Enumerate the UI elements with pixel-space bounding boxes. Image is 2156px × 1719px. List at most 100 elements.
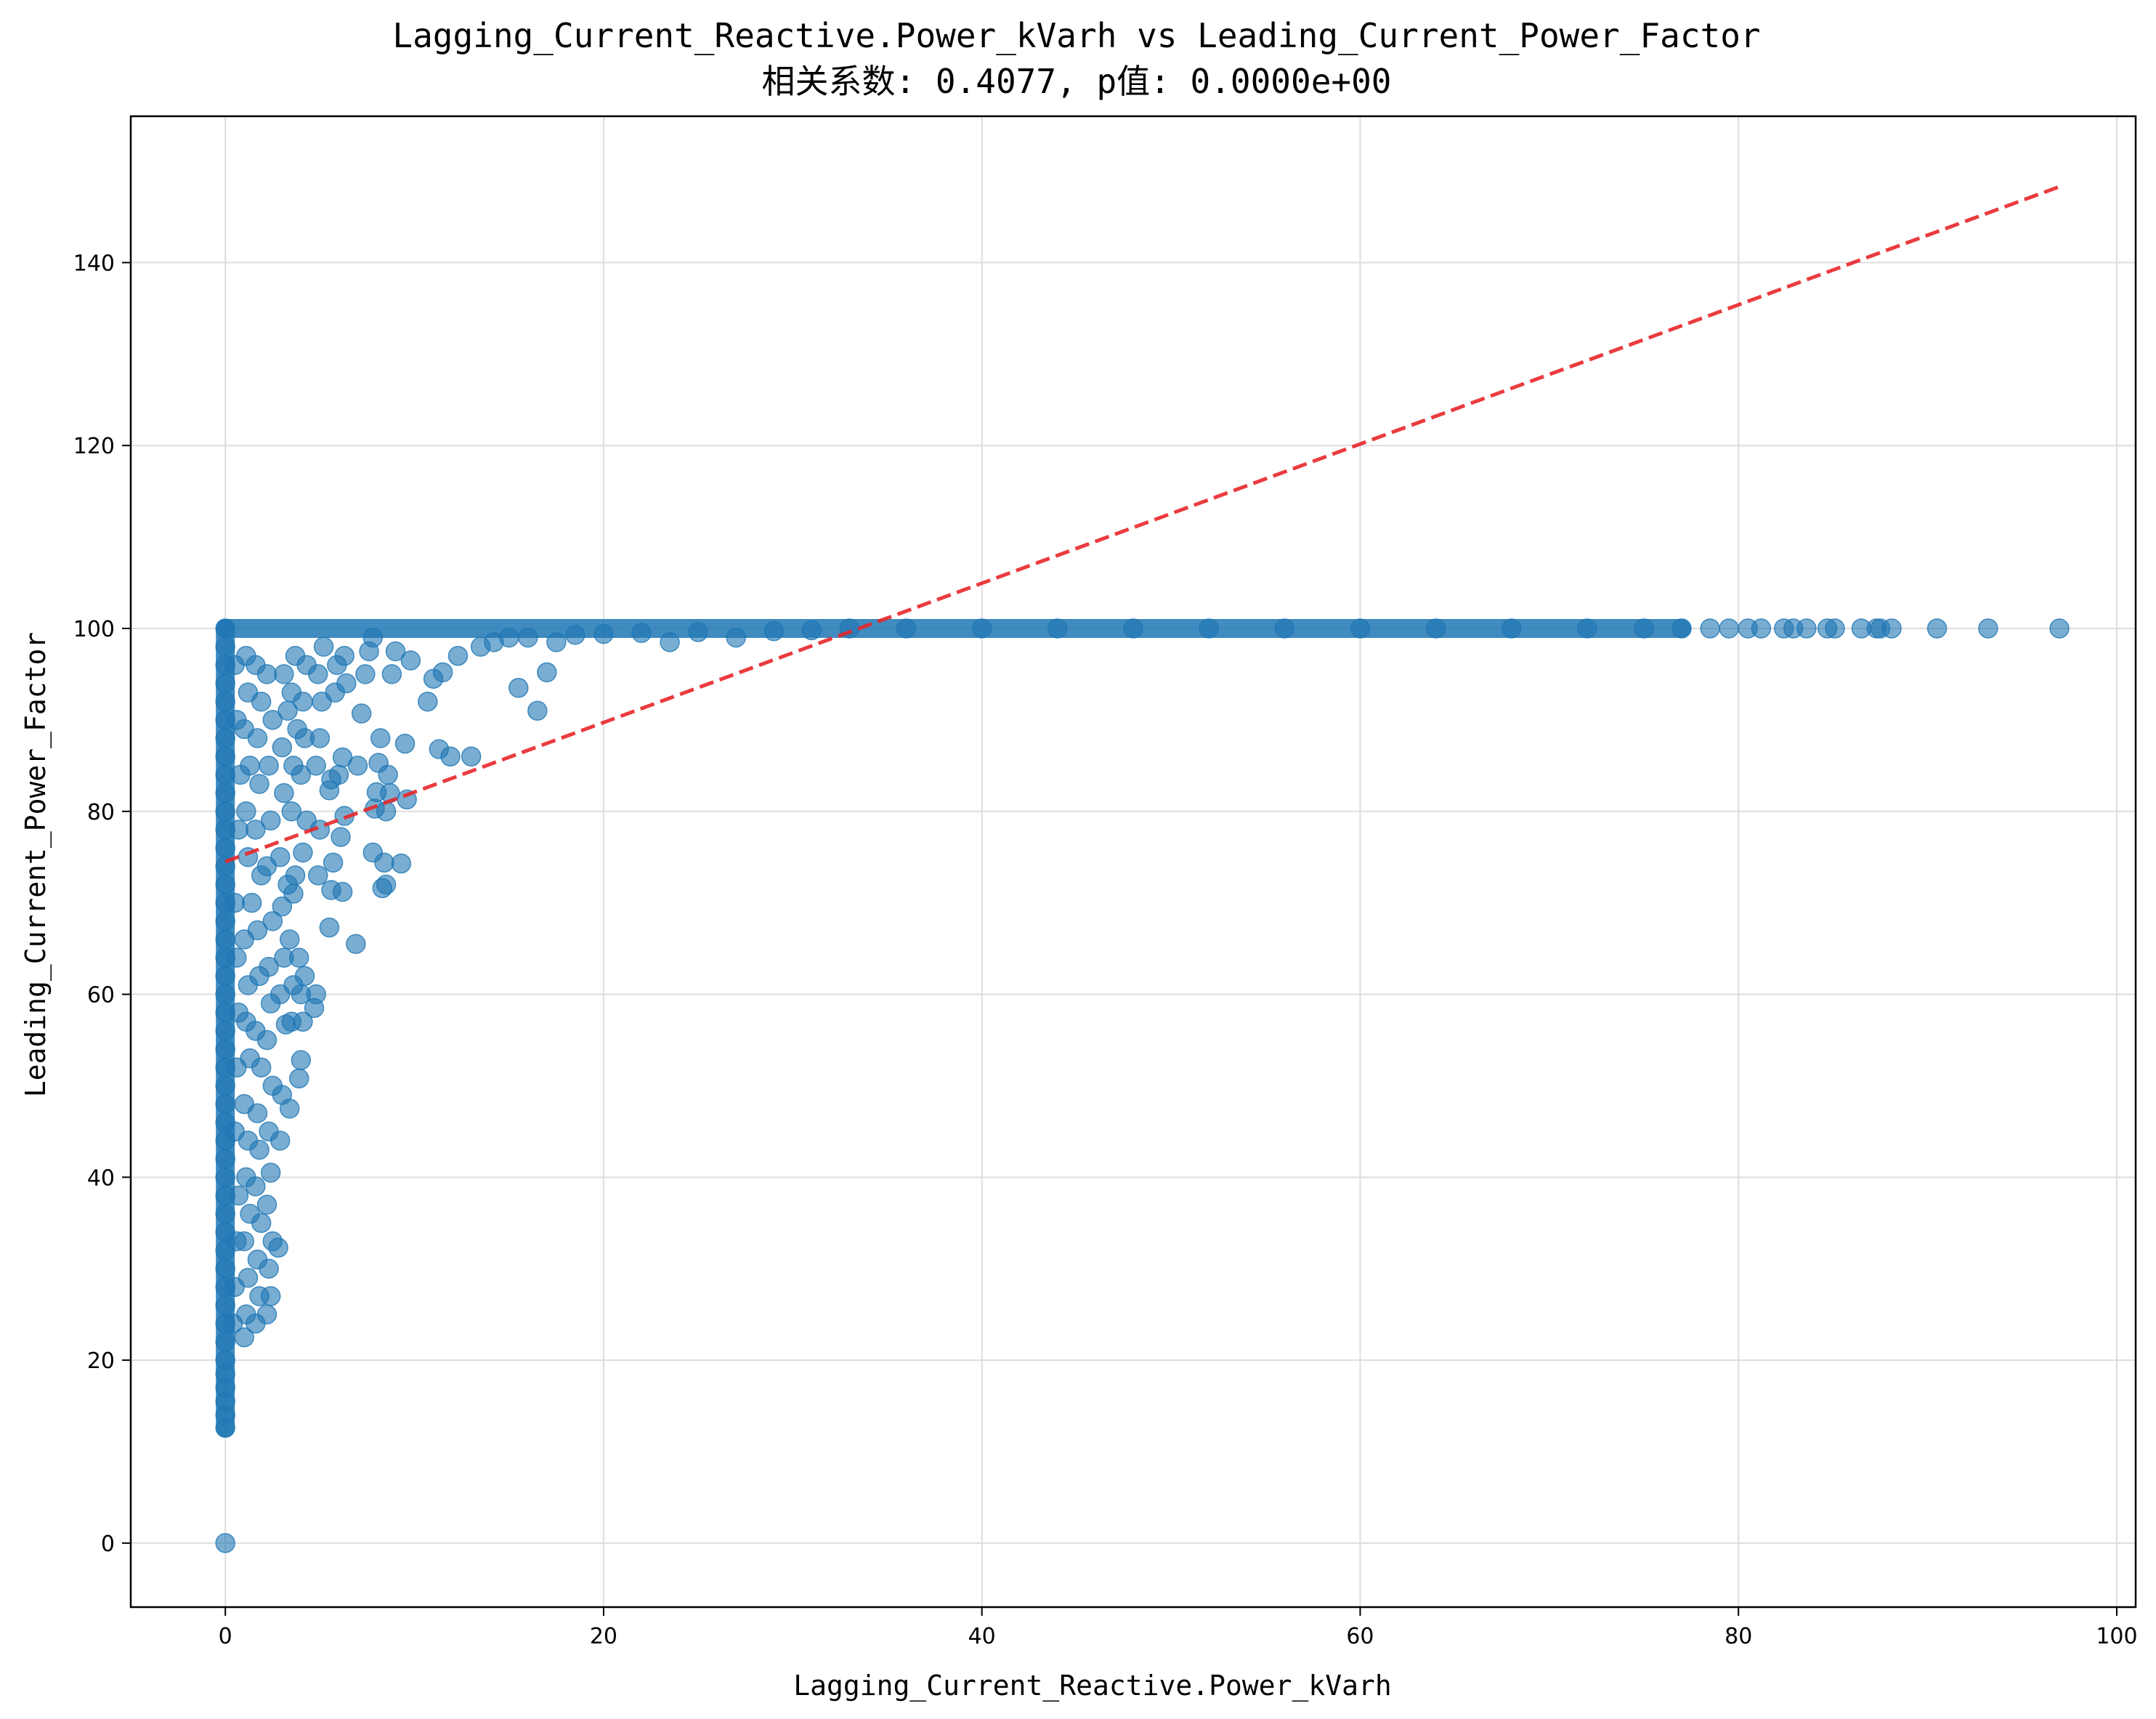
scatter-point [241, 892, 262, 913]
scatter-point [1825, 618, 1845, 639]
scatter-point [527, 700, 548, 721]
scatter-point [631, 623, 652, 644]
scatter-point [499, 627, 519, 648]
scatter-point [279, 1099, 300, 1119]
scatter-point [293, 691, 313, 712]
scatter-point [291, 764, 312, 785]
scatter-point [1577, 618, 1597, 639]
y-axis-label: Leading_Current_Power_Factor [20, 632, 52, 1098]
trend-layer [224, 185, 2060, 864]
scatter-point [896, 618, 917, 639]
scatter-point [215, 929, 235, 950]
y-tick-label: 20 [87, 1348, 115, 1374]
scatter-points [215, 618, 2070, 1553]
scatter-point [260, 1162, 281, 1183]
x-tick-label: 20 [590, 1624, 617, 1649]
scatter-point [537, 662, 557, 683]
scatter-point [313, 636, 334, 657]
scatter-point [1719, 618, 1739, 639]
x-tick-label: 100 [2096, 1624, 2137, 1649]
scatter-point [362, 627, 384, 648]
scatter-point [660, 632, 680, 652]
scatter-point [593, 623, 614, 644]
scatter-point [259, 1258, 279, 1279]
scatter-point [251, 1213, 272, 1234]
scatter-point [215, 1167, 235, 1188]
scatter-point [215, 1332, 235, 1352]
scatter-point [215, 984, 235, 1005]
y-tick-label: 40 [87, 1165, 115, 1191]
scatter-point [1978, 618, 1998, 639]
scatter-point [461, 746, 482, 767]
scatter-point [381, 664, 402, 684]
y-tick-label: 100 [73, 617, 115, 642]
scatter-point [376, 801, 397, 822]
scatter-point [215, 1039, 235, 1059]
x-tick-label: 0 [219, 1624, 232, 1649]
scatter-point [726, 627, 746, 648]
scatter-point [283, 883, 304, 904]
chart-title: Lagging_Current_Reactive.Power_kVarh vs … [392, 16, 1760, 55]
scatter-point [355, 664, 376, 684]
scatter-point [763, 621, 785, 642]
x-tick-label: 80 [1725, 1624, 1752, 1649]
trend-line [224, 185, 2060, 864]
scatter-point [249, 774, 270, 794]
scatter-point [256, 1030, 277, 1051]
scatter-point [272, 896, 293, 917]
scatter-point [215, 1075, 235, 1096]
scatter-point [1274, 618, 1295, 639]
x-tick-label: 60 [1346, 1624, 1374, 1649]
scatter-point [246, 1176, 266, 1197]
y-tick-label: 80 [87, 800, 115, 825]
scatter-point [256, 664, 277, 684]
scatter-point [288, 1068, 309, 1089]
scatter-point [215, 636, 235, 657]
scatter-point [215, 746, 235, 767]
scatter-point [215, 782, 235, 804]
scatter-point [1199, 618, 1219, 639]
scatter-point [1881, 618, 1902, 639]
scatter-point [1751, 618, 1772, 639]
scatter-point [1425, 618, 1446, 639]
scatter-point [281, 801, 302, 822]
chart-subtitle: 相关系数: 0.4077, p值: 0.0000e+00 [762, 62, 1392, 101]
scatter-point [215, 1021, 235, 1041]
scatter-point [801, 620, 822, 641]
scatter-point [215, 728, 235, 748]
scatter-point [336, 673, 357, 694]
scatter-point [262, 911, 283, 931]
scatter-point [1123, 618, 1143, 639]
scatter-point [262, 710, 283, 730]
plot-frame [129, 115, 2137, 1609]
scatter-point [378, 764, 398, 785]
scatter-point [308, 664, 328, 684]
scatter-point [256, 1304, 277, 1324]
scatter-point [270, 846, 291, 867]
scatter-point [215, 691, 235, 712]
scatter-point [306, 984, 326, 1005]
scatter-point [249, 1139, 270, 1160]
scatter-point [1350, 618, 1371, 639]
scatter-point [323, 852, 344, 873]
y-tick-label: 140 [73, 251, 115, 276]
scatter-point [331, 827, 351, 847]
scatter-point [279, 929, 300, 950]
scatter-point [347, 756, 368, 776]
scatter-point [240, 756, 260, 776]
scatter-point [508, 678, 529, 698]
scatter-point [1926, 618, 1948, 639]
x-axis-label: Lagging_Current_Reactive.Power_kVarh [793, 1670, 1392, 1702]
scatter-point [432, 662, 453, 683]
scatter-point [215, 801, 235, 822]
x-tick-label: 40 [968, 1624, 996, 1649]
scatter-point [247, 920, 268, 941]
scatter-point [260, 1286, 281, 1306]
scatter-point [236, 801, 256, 822]
scatter-point [391, 853, 412, 874]
scatter-point [251, 1057, 272, 1078]
scatter-point [346, 934, 366, 955]
scatter-point [291, 1050, 312, 1070]
dense-band-horizontal [216, 618, 1692, 638]
scatter-point [288, 947, 309, 968]
